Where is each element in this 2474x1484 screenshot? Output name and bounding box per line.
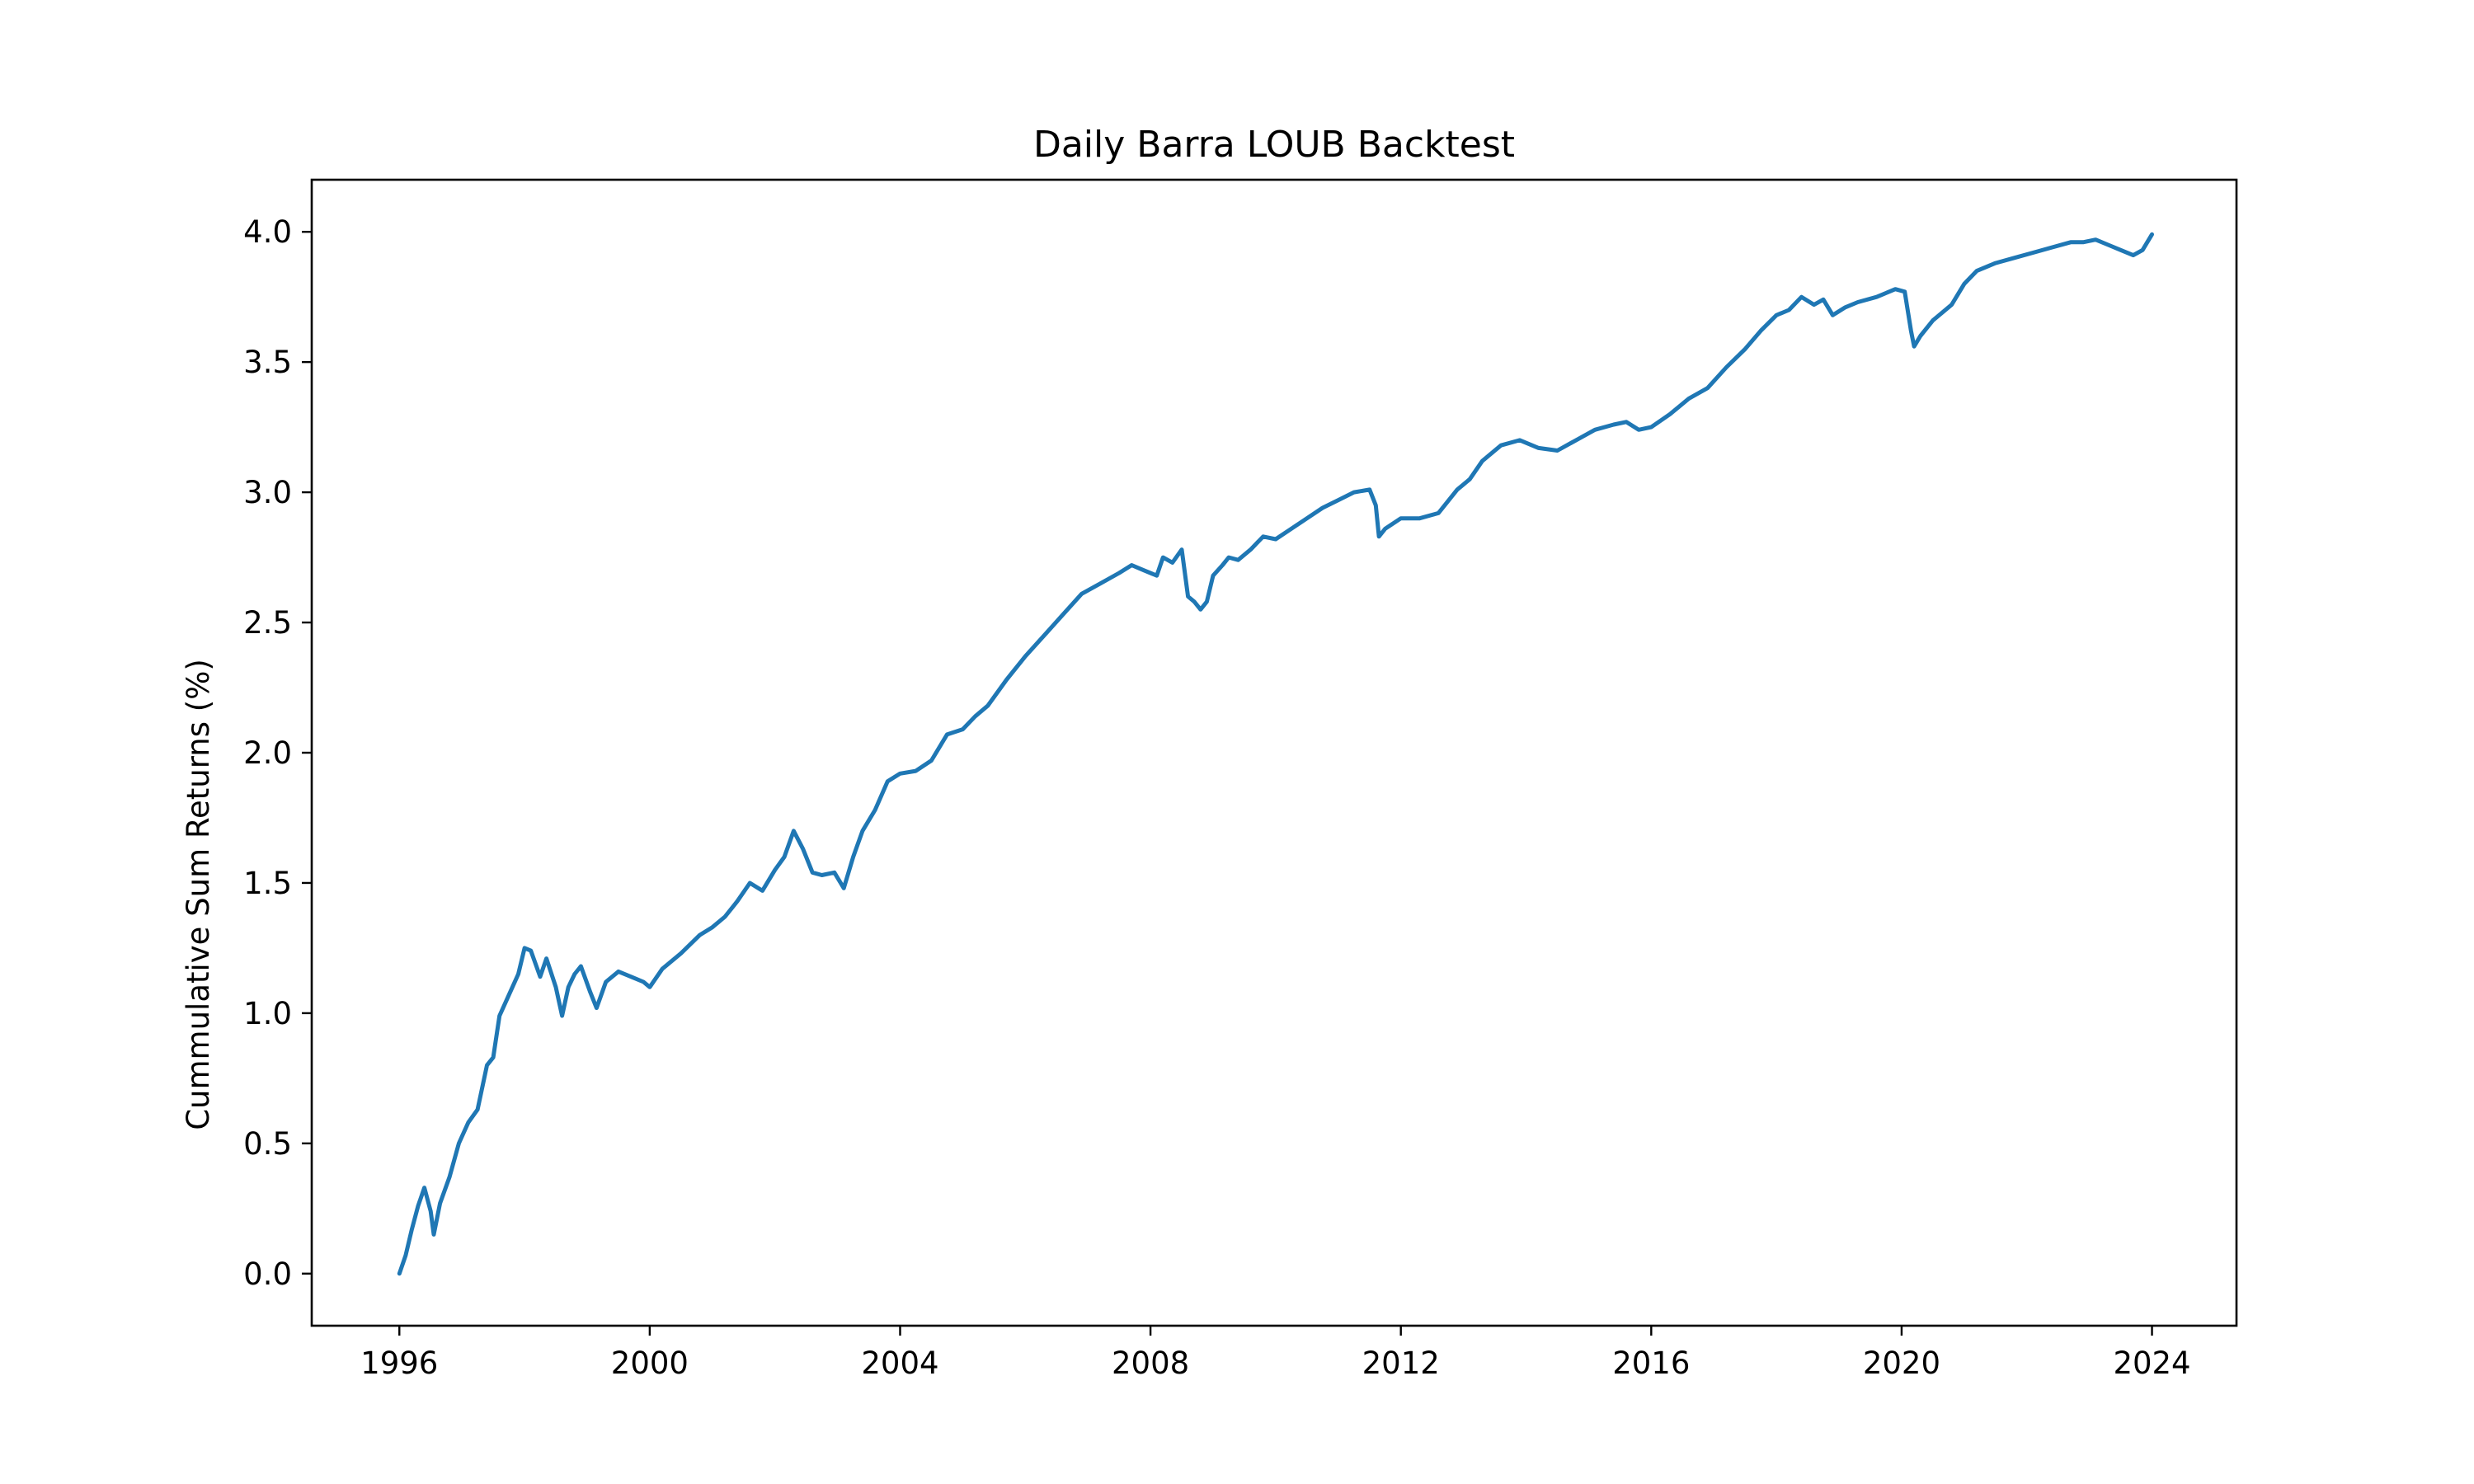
x-axis-ticks: 1996 2000 2004 2008 2012 2016 2020 2024: [360, 1326, 2191, 1381]
y-tick-label: 0.0: [243, 1256, 292, 1292]
y-tick-label: 2.5: [243, 605, 292, 641]
y-tick-label: 0.5: [243, 1126, 292, 1162]
x-tick-label: 2012: [1362, 1345, 1440, 1381]
y-tick-label: 4.0: [243, 214, 292, 250]
chart-title: Daily Barra LOUB Backtest: [1033, 124, 1515, 166]
x-tick-label: 2016: [1612, 1345, 1690, 1381]
plot-area-frame: [310, 178, 2238, 1327]
y-axis-ticks: 0.0 0.5 1.0 1.5 2.0 2.5 3.0 3.5 4.0: [243, 214, 312, 1292]
y-tick-label: 1.0: [243, 996, 292, 1031]
y-tick-label: 3.0: [243, 475, 292, 510]
x-tick-label: 2000: [611, 1345, 689, 1381]
x-tick-label: 1996: [360, 1345, 438, 1381]
y-tick-label: 2.0: [243, 735, 292, 771]
y-tick-label: 3.5: [243, 345, 292, 380]
x-tick-label: 2024: [2113, 1345, 2190, 1381]
y-axis-label: Cummulative Sum Returns (%): [181, 659, 216, 1130]
x-tick-label: 2004: [861, 1345, 938, 1381]
x-tick-label: 2020: [1863, 1345, 1940, 1381]
x-tick-label: 2008: [1112, 1345, 1189, 1381]
y-tick-label: 1.5: [243, 866, 292, 901]
series-line-cumulative-returns: [397, 232, 2154, 1276]
